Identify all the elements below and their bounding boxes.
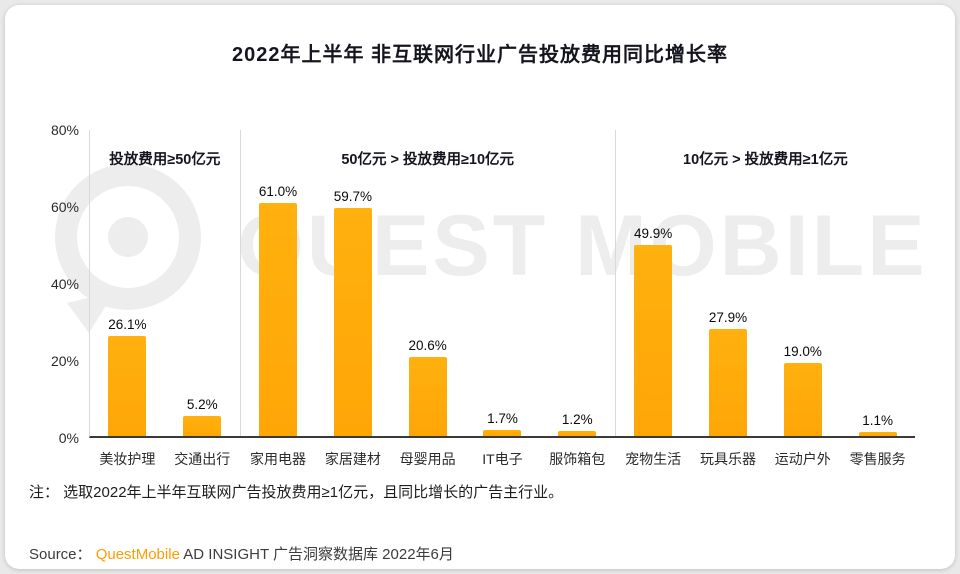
y-tick-label: 60%: [50, 199, 79, 215]
bar: [558, 431, 597, 436]
bar-cell: 61.0% 家用电器: [241, 130, 316, 467]
bar-value-label: 1.7%: [487, 410, 518, 426]
bar-cell: 1.7% IT电子: [465, 130, 540, 468]
category-label: 家用电器: [250, 451, 307, 467]
bar-value-label: 20.6%: [408, 338, 447, 354]
bar-value-label: 61.0%: [258, 183, 298, 199]
source-label: Source：: [29, 546, 92, 563]
category-label: 宠物生活: [625, 451, 682, 467]
bar-value-label: 5.2%: [186, 397, 218, 413]
plot: 投放费用≥50亿元 26.1% 美妆护理 5.2% 交通出行 50亿元 > 投放费用≥10…: [89, 130, 915, 468]
y-tick-label: 80%: [50, 122, 79, 138]
category-label: 交通出行: [174, 451, 231, 467]
bar: [483, 429, 522, 436]
bar: [634, 245, 673, 436]
bar: [183, 416, 222, 436]
bar: [333, 207, 372, 436]
bar-cell: 1.2% 服饰箱包: [540, 130, 615, 467]
bar-cell: 20.6% 母婴用品: [390, 130, 465, 467]
footnote: 注： 选取2022年上半年互联网广告投放费用≥1亿元，且同比增长的广告主行业。: [29, 484, 564, 501]
bar-value-label: 26.1%: [108, 317, 147, 333]
chart-group: 10亿元 > 投放费用≥1亿元 49.9% 宠物生活 27.9% 玩具乐器 19.0% 运动…: [616, 130, 915, 467]
bar-value-label: 19.0%: [783, 344, 822, 360]
group-label: 10亿元 > 投放费用≥1亿元: [683, 152, 848, 168]
category-label: IT电子: [482, 451, 523, 467]
group-label: 50亿元 > 投放费用≥10亿元: [341, 152, 515, 168]
bar-cell: 1.1% 零售服务: [840, 130, 915, 467]
source-line: Source： QuestMobile AD INSIGHT 广告洞察数据库 2…: [29, 543, 454, 564]
y-tick-label: 40%: [50, 276, 79, 292]
y-axis: 0% 20% 40% 60% 80%: [29, 122, 79, 446]
source-brand: QuestMobile: [95, 546, 180, 563]
bar-cell: 5.2% 交通出行: [165, 130, 240, 467]
bar-value-label: 1.1%: [862, 412, 893, 428]
y-tick-label: 0%: [58, 430, 79, 446]
category-label: 零售服务: [849, 451, 906, 467]
report-card: 2022年上半年 非互联网行业广告投放费用同比增长率 QUEST MOBILE …: [5, 5, 955, 569]
bar: [783, 363, 822, 436]
bar: [259, 202, 298, 436]
y-tick-label: 20%: [50, 353, 79, 369]
category-label: 母婴用品: [399, 451, 456, 467]
bar-chart: 0% 20% 40% 60% 80% 投放费用≥50亿元 26.1% 美妆护理 5.2% 交通出…: [51, 122, 915, 468]
category-label: 玩具乐器: [699, 451, 756, 467]
chart-group: 50亿元 > 投放费用≥10亿元 61.0% 家用电器 59.7% 家居建材 20.6% 母…: [241, 130, 616, 468]
category-label: 家居建材: [324, 451, 381, 467]
bar-cell: 59.7% 家居建材: [315, 130, 390, 467]
bar-cell: 49.9% 宠物生活: [616, 130, 691, 467]
source-rest: AD INSIGHT 广告洞察数据库 2022年6月: [183, 546, 454, 563]
bar-cell: 27.9% 玩具乐器: [691, 130, 766, 467]
bar-value-label: 49.9%: [634, 226, 673, 242]
category-label: 美妆护理: [99, 451, 156, 467]
bar-cell: 26.1% 美妆护理: [90, 130, 165, 467]
bar-cell: 19.0% 运动户外: [765, 130, 840, 467]
bar: [708, 329, 747, 436]
bar: [408, 357, 447, 436]
category-label: 运动户外: [774, 451, 831, 467]
chart-group: 投放费用≥50亿元 26.1% 美妆护理 5.2% 交通出行: [90, 130, 241, 467]
bar-value-label: 1.2%: [561, 412, 593, 428]
chart-title: 2022年上半年 非互联网行业广告投放费用同比增长率: [231, 44, 729, 66]
bar: [858, 431, 897, 436]
bar: [108, 336, 147, 436]
category-label: 服饰箱包: [549, 451, 606, 467]
bar-value-label: 27.9%: [708, 310, 748, 326]
bar-value-label: 59.7%: [333, 188, 372, 204]
